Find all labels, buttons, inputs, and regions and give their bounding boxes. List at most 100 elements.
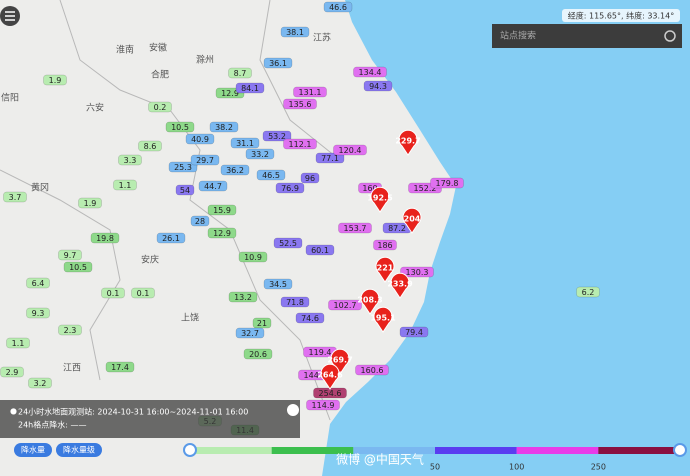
station-badge[interactable] xyxy=(338,222,372,234)
station-badge[interactable] xyxy=(245,148,275,160)
peak-pin[interactable] xyxy=(320,363,340,390)
station-badge[interactable] xyxy=(78,197,102,209)
station-badge[interactable] xyxy=(165,121,195,133)
station-badge[interactable] xyxy=(168,161,198,173)
station-badge[interactable] xyxy=(263,57,293,69)
station-badge[interactable] xyxy=(58,324,82,336)
legend-handle[interactable] xyxy=(183,443,197,457)
peak-pin[interactable] xyxy=(375,256,395,283)
search-icon[interactable] xyxy=(664,30,676,42)
peak-pin[interactable] xyxy=(398,129,418,156)
station-badge[interactable] xyxy=(113,179,137,191)
station-badge[interactable] xyxy=(373,239,397,251)
station-badge[interactable] xyxy=(283,138,317,150)
station-badge[interactable] xyxy=(228,67,252,79)
station-badge[interactable] xyxy=(323,1,353,13)
station-badge[interactable] xyxy=(306,399,340,411)
station-value: 10.5 xyxy=(69,263,87,272)
station-badge[interactable] xyxy=(576,286,600,298)
station-badge[interactable] xyxy=(63,261,93,273)
station-value: 52.5 xyxy=(279,239,297,248)
station-badge[interactable] xyxy=(315,152,345,164)
station-badge[interactable] xyxy=(198,180,228,192)
station-badge[interactable] xyxy=(190,215,210,227)
station-value: 19.8 xyxy=(96,234,114,243)
station-badge[interactable] xyxy=(138,140,162,152)
button[interactable] xyxy=(56,443,102,457)
station-value: 1.1 xyxy=(12,339,25,348)
station-badge[interactable] xyxy=(333,144,367,156)
station-badge[interactable] xyxy=(3,191,27,203)
peak-pin[interactable] xyxy=(360,288,380,315)
station-badge[interactable] xyxy=(293,86,327,98)
station-badge[interactable] xyxy=(353,66,387,78)
station-badge[interactable] xyxy=(156,232,186,244)
station-badge[interactable] xyxy=(207,204,237,216)
legend-handle[interactable] xyxy=(673,443,687,457)
station-badge[interactable] xyxy=(328,299,362,311)
station-badge[interactable] xyxy=(355,364,389,376)
station-badge[interactable] xyxy=(26,307,50,319)
station-badge[interactable] xyxy=(131,287,155,299)
station-badge[interactable] xyxy=(235,82,265,94)
station-badge[interactable] xyxy=(399,326,429,338)
station-badge[interactable] xyxy=(58,249,82,261)
station-badge[interactable] xyxy=(105,361,135,373)
button[interactable] xyxy=(14,443,52,457)
station-badge[interactable] xyxy=(300,172,320,184)
station-value: 160 xyxy=(362,184,377,193)
station-badge[interactable] xyxy=(185,133,215,145)
station-badge[interactable] xyxy=(280,26,310,38)
station-badge[interactable] xyxy=(90,232,120,244)
station-badge[interactable] xyxy=(295,312,325,324)
station-badge[interactable] xyxy=(207,227,237,239)
station-badge[interactable] xyxy=(175,184,195,196)
place-name: 淮南 xyxy=(116,44,134,56)
station-badge[interactable] xyxy=(118,154,142,166)
station-badge[interactable] xyxy=(263,278,293,290)
station-badge[interactable] xyxy=(209,121,239,133)
station-badge[interactable] xyxy=(280,296,310,308)
peak-pin[interactable] xyxy=(373,306,393,333)
station-badge[interactable] xyxy=(220,164,250,176)
station-badge[interactable] xyxy=(283,98,317,110)
station-badge[interactable] xyxy=(256,169,286,181)
menu-icon xyxy=(5,11,15,21)
legend-swatch xyxy=(271,447,354,454)
station-badge[interactable] xyxy=(305,244,335,256)
station-badge[interactable] xyxy=(6,337,30,349)
close-button[interactable] xyxy=(287,404,299,416)
station-badge[interactable] xyxy=(363,80,393,92)
station-badge[interactable] xyxy=(262,130,292,142)
station-badge[interactable] xyxy=(0,366,24,378)
station-badge[interactable] xyxy=(275,182,305,194)
place-name: 滁州 xyxy=(196,55,214,66)
station-badge[interactable] xyxy=(252,317,272,329)
station-badge[interactable] xyxy=(26,277,50,289)
station-badge[interactable] xyxy=(230,137,260,149)
station-badge[interactable] xyxy=(28,377,52,389)
search-box[interactable] xyxy=(492,24,682,48)
station-badge[interactable] xyxy=(238,251,268,263)
station-badge[interactable] xyxy=(243,348,273,360)
station-badge[interactable] xyxy=(228,291,258,303)
peak-pin[interactable] xyxy=(402,207,422,234)
station-badge[interactable] xyxy=(148,101,172,113)
station-badge[interactable] xyxy=(273,237,303,249)
station-badge[interactable] xyxy=(430,177,464,189)
station-badge[interactable] xyxy=(43,74,67,86)
station-badge[interactable] xyxy=(235,327,265,339)
station-badge[interactable] xyxy=(400,266,434,278)
station-value: 9.3 xyxy=(32,309,45,318)
station-value: 10.5 xyxy=(171,123,189,132)
peak-pin[interactable] xyxy=(330,348,350,375)
station-value: 10.9 xyxy=(244,253,262,262)
peak-pin[interactable] xyxy=(370,186,390,213)
station-value: 2.9 xyxy=(6,368,19,377)
station-value: 33.2 xyxy=(251,150,269,159)
station-value: 130.3 xyxy=(406,268,429,277)
peak-pin[interactable] xyxy=(390,272,410,299)
station-badge[interactable] xyxy=(190,154,220,166)
station-badge[interactable] xyxy=(101,287,125,299)
